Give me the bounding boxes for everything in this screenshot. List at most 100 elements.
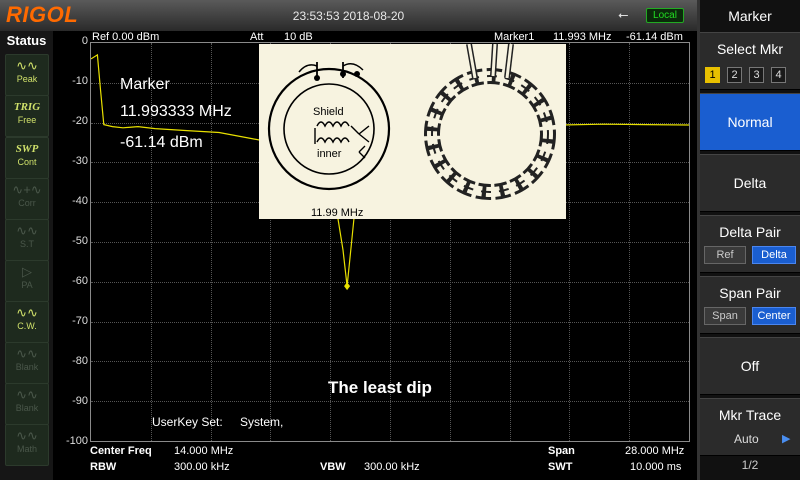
datetime: 23:53:53 2018-08-20 [292, 9, 405, 23]
off-label: Off [740, 358, 760, 374]
y-tick-label: -80 [72, 355, 88, 367]
grid-line-h [91, 321, 689, 323]
status-button-blank[interactable]: ∿∿ Blank [5, 383, 49, 425]
status-icon: ∿+∿ [12, 182, 42, 197]
status-label: S.T [19, 239, 34, 249]
menu-page-indicator[interactable]: 1/2 [741, 458, 759, 472]
delta-label: Delta [733, 175, 767, 191]
inner-label: inner [317, 148, 342, 160]
local-status-badge[interactable]: Local [646, 8, 684, 23]
status-button-pa[interactable]: ▷ PA [5, 260, 49, 302]
status-icon: SWP [15, 143, 39, 155]
status-button-free[interactable]: TRIG Free [5, 95, 49, 137]
marker-number-4[interactable]: 4 [771, 67, 786, 83]
rbw-value[interactable]: 300.00 kHz [174, 461, 230, 473]
vbw-label: VBW [320, 461, 346, 473]
y-tick-label: -30 [72, 155, 88, 167]
braided-loop-drawing [424, 43, 556, 200]
marker-note-amp: -61.14 dBm [120, 134, 203, 151]
grid-line-v [629, 43, 631, 441]
rbw-label: RBW [90, 461, 117, 473]
status-button-math[interactable]: ∿∿ Math [5, 424, 49, 466]
status-icon: ∿∿ [16, 428, 38, 443]
status-button-blank[interactable]: ∿∿ Blank [5, 342, 49, 384]
marker-number-2[interactable]: 2 [727, 67, 742, 83]
mkr-trace-value: Auto [734, 432, 759, 446]
swt-value[interactable]: 10.000 ms [630, 461, 682, 473]
brand-logo: RIGOL [6, 2, 79, 27]
usb-icon: ⭠ [618, 7, 629, 22]
grid-line-h [91, 401, 689, 403]
marker-note-freq: 11.993333 MHz [120, 103, 232, 120]
marker-1-diamond [344, 282, 351, 291]
center-freq-value[interactable]: 14.000 MHz [174, 445, 234, 457]
status-button-cw[interactable]: ∿∿ C.W. [5, 301, 49, 343]
delta-pair-button[interactable]: Delta Pair Ref Delta [700, 215, 800, 273]
userkey-value: System, [240, 415, 284, 429]
span-pair-button[interactable]: Span Pair Span Center [700, 276, 800, 334]
status-button-cont[interactable]: SWP Cont [5, 137, 49, 179]
marker1-label: Marker1 [494, 31, 535, 43]
status-button-corr[interactable]: ∿+∿ Corr [5, 178, 49, 220]
y-tick-label: -60 [72, 275, 88, 287]
status-icon: ∿∿ [16, 58, 38, 73]
grid-line-v [449, 43, 451, 441]
y-tick-label: -20 [72, 115, 88, 127]
y-tick-label: -70 [72, 315, 88, 327]
select-marker-label: Select Mkr [716, 41, 784, 57]
y-tick-label: -100 [65, 435, 88, 447]
status-button-peak[interactable]: ∿∿ Peak [5, 54, 49, 96]
status-label: Blank [15, 362, 39, 372]
span-label: Span [548, 445, 575, 457]
shield-label: Shield [313, 106, 344, 118]
span-pair-center[interactable]: Center [752, 307, 796, 325]
status-label: Blank [15, 403, 39, 413]
y-tick-label: 0 [81, 35, 88, 47]
span-pair-span[interactable]: Span [704, 307, 746, 325]
status-icon: ∿∿ [16, 387, 38, 402]
status-icon: ▷ [22, 264, 32, 279]
status-label: PA [21, 280, 33, 290]
span-value[interactable]: 28.000 MHz [625, 445, 685, 457]
overlay-freq-label: 11.99 MHz [311, 207, 364, 219]
status-label: Cont [17, 157, 37, 167]
status-label: C.W. [17, 321, 37, 331]
status-label: Math [16, 444, 37, 454]
delta-button[interactable]: Delta [700, 154, 800, 212]
marker-note-title: Marker [120, 76, 170, 93]
status-label: Free [17, 115, 37, 125]
loop-antenna-drawing [267, 43, 556, 200]
ref-level[interactable]: Ref 0.00 dBm [92, 31, 160, 43]
delta-pair-delta[interactable]: Delta [752, 246, 796, 264]
swt-label: SWT [548, 461, 573, 473]
off-button[interactable]: Off [700, 337, 800, 395]
span-pair-label: Span Pair [719, 285, 781, 301]
menu-title: Marker [728, 8, 772, 24]
status-icon: ∿∿ [16, 346, 38, 361]
y-tick-label: -40 [72, 195, 88, 207]
status-label: Peak [16, 74, 38, 84]
panel-divider [697, 0, 700, 480]
y-tick-label: -50 [72, 235, 88, 247]
att-value[interactable]: 10 dB [284, 31, 313, 43]
top-bar: RIGOL 23:53:53 2018-08-20 ⭠ Local [0, 0, 697, 31]
grid-line-v [390, 43, 391, 441]
chevron-right-icon: ▶ [782, 433, 791, 445]
vbw-value[interactable]: 300.00 kHz [364, 461, 420, 473]
status-label: Corr [18, 198, 36, 208]
marker-number-3[interactable]: 3 [749, 67, 764, 83]
status-icon: TRIG [13, 101, 41, 113]
mkr-trace-button[interactable]: Mkr Trace Auto ▶ [700, 398, 800, 456]
normal-button[interactable]: Normal [700, 93, 800, 151]
marker-1-point [344, 282, 351, 291]
y-tick-label: -10 [72, 75, 88, 87]
grid-line-v [569, 43, 571, 441]
marker-number-1[interactable]: 1 [705, 67, 720, 83]
userkey-label: UserKey Set: [152, 415, 223, 429]
delta-pair-ref[interactable]: Ref [704, 246, 746, 264]
status-button-st[interactable]: ∿∿ S.T [5, 219, 49, 261]
att-label: Att [250, 31, 264, 43]
